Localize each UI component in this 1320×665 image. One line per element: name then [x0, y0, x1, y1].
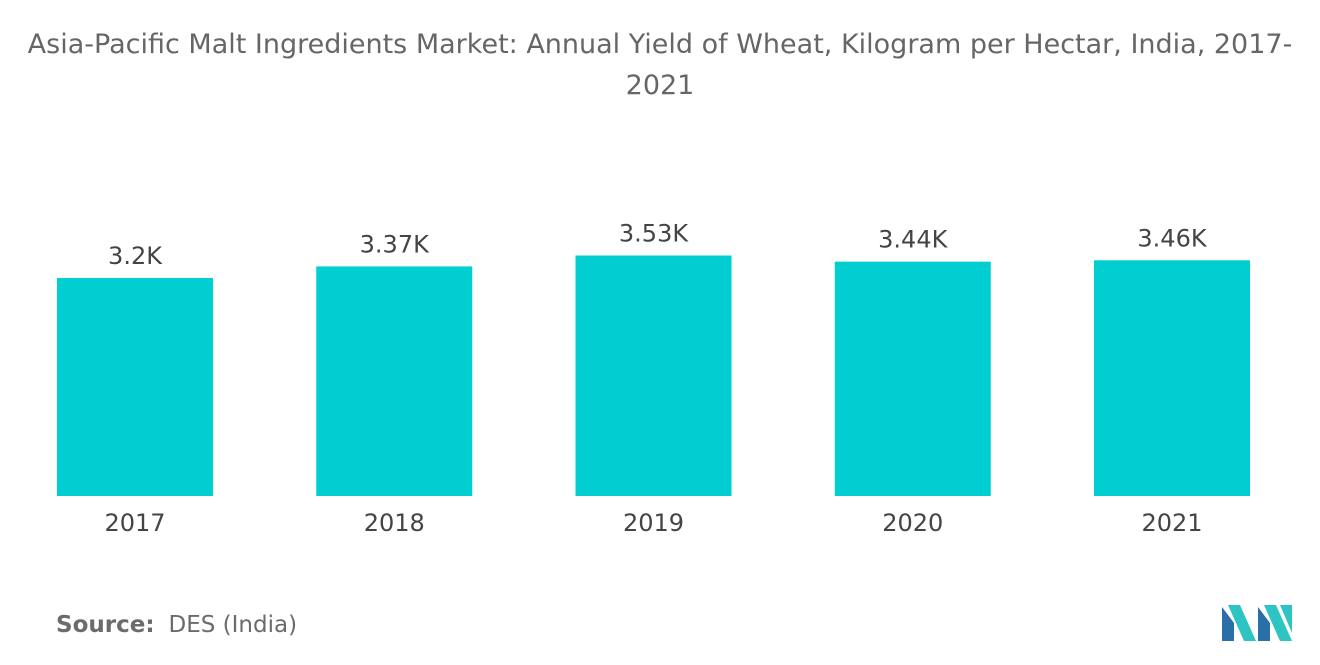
- data-label-2021: 3.46K: [1137, 224, 1207, 252]
- source-value: DES (India): [168, 612, 298, 638]
- source-note: Source: DES (India): [56, 612, 297, 638]
- mordor-intelligence-logo-icon: [1222, 605, 1292, 641]
- data-label-2018: 3.37K: [360, 230, 430, 258]
- chart-title: Asia-Pacific Malt Ingredients Market: An…: [27, 29, 1293, 101]
- x-tick-label-2021: 2021: [1141, 509, 1202, 537]
- bar-2021: [1094, 260, 1250, 496]
- data-label-2019: 3.53K: [619, 220, 689, 248]
- x-tick-label-2019: 2019: [623, 509, 684, 537]
- bar-2018: [316, 266, 473, 496]
- x-tick-label-2018: 2018: [364, 509, 425, 537]
- x-tick-label-2017: 2017: [104, 509, 165, 537]
- bar-2020: [834, 261, 991, 496]
- source-label: Source:: [56, 612, 155, 638]
- data-label-2017: 3.2K: [108, 242, 163, 270]
- bar-2019: [575, 255, 732, 496]
- data-label-2020: 3.44K: [878, 226, 948, 254]
- x-tick-label-2020: 2020: [882, 509, 943, 537]
- bar-2017: [57, 278, 213, 496]
